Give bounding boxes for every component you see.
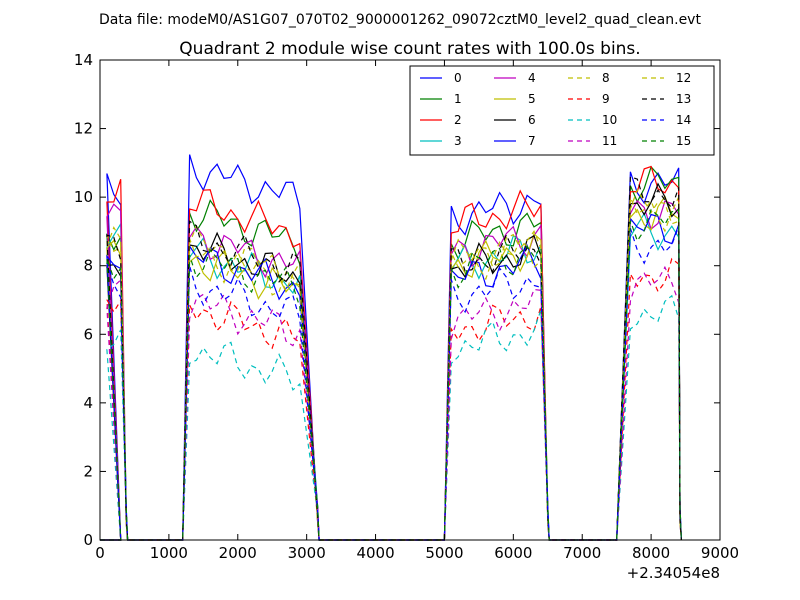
x-axis: 0 1000 2000 3000 4000 5000 6000 7000 8000 9000 <box>95 60 739 562</box>
x-tick-label: 8000 <box>632 544 670 562</box>
x-tick-label: 5000 <box>425 544 463 562</box>
x-tick-label: 7000 <box>563 544 601 562</box>
series-line-8 <box>100 196 682 541</box>
legend-label-14: 14 <box>676 113 691 127</box>
x-tick-label: 0 <box>95 544 105 562</box>
legend-frame <box>409 65 715 156</box>
y-tick-label: 10 <box>74 188 93 206</box>
x-tick-label: 4000 <box>356 544 394 562</box>
legend-label-9: 9 <box>602 92 610 106</box>
y-tick-label: 12 <box>74 120 93 138</box>
x-tick-label: 3000 <box>288 544 326 562</box>
y-tick-label: 6 <box>83 325 93 343</box>
y-tick-label: 2 <box>83 462 93 480</box>
x-tick-label: 6000 <box>494 544 532 562</box>
x-tick-label: 9000 <box>701 544 739 562</box>
legend-label-3: 3 <box>454 134 462 148</box>
legend-label-6: 6 <box>528 113 536 127</box>
series-line-13 <box>100 175 682 541</box>
legend-label-4: 4 <box>528 71 536 85</box>
x-offset-label: +2.34054e8 <box>627 564 720 582</box>
legend-label-2: 2 <box>454 113 462 127</box>
series-layer <box>100 154 682 541</box>
x-tick-label: 2000 <box>219 544 257 562</box>
chart-suptitle: Data file: modeM0/AS1G07_070T02_90000012… <box>99 12 701 28</box>
legend-label-1: 1 <box>454 92 462 106</box>
legend-label-13: 13 <box>676 92 691 106</box>
legend-label-12: 12 <box>676 71 691 85</box>
series-line-15 <box>100 208 682 541</box>
legend-label-0: 0 <box>454 71 462 85</box>
y-tick-label: 14 <box>74 51 93 69</box>
legend-label-8: 8 <box>602 71 610 85</box>
series-line-10 <box>100 294 682 541</box>
plot-frame <box>99 59 721 541</box>
x-tick-label: 1000 <box>150 544 188 562</box>
series-line-11 <box>100 265 682 541</box>
legend-label-11: 11 <box>602 134 617 148</box>
chart-title: Quadrant 2 module wise count rates with … <box>179 39 640 59</box>
legend-label-5: 5 <box>528 92 536 106</box>
y-tick-label: 0 <box>83 531 93 549</box>
y-tick-label: 4 <box>83 394 93 412</box>
legend-label-10: 10 <box>602 113 617 127</box>
y-tick-label: 8 <box>83 257 93 275</box>
legend-label-7: 7 <box>528 134 536 148</box>
legend-label-15: 15 <box>676 134 691 148</box>
